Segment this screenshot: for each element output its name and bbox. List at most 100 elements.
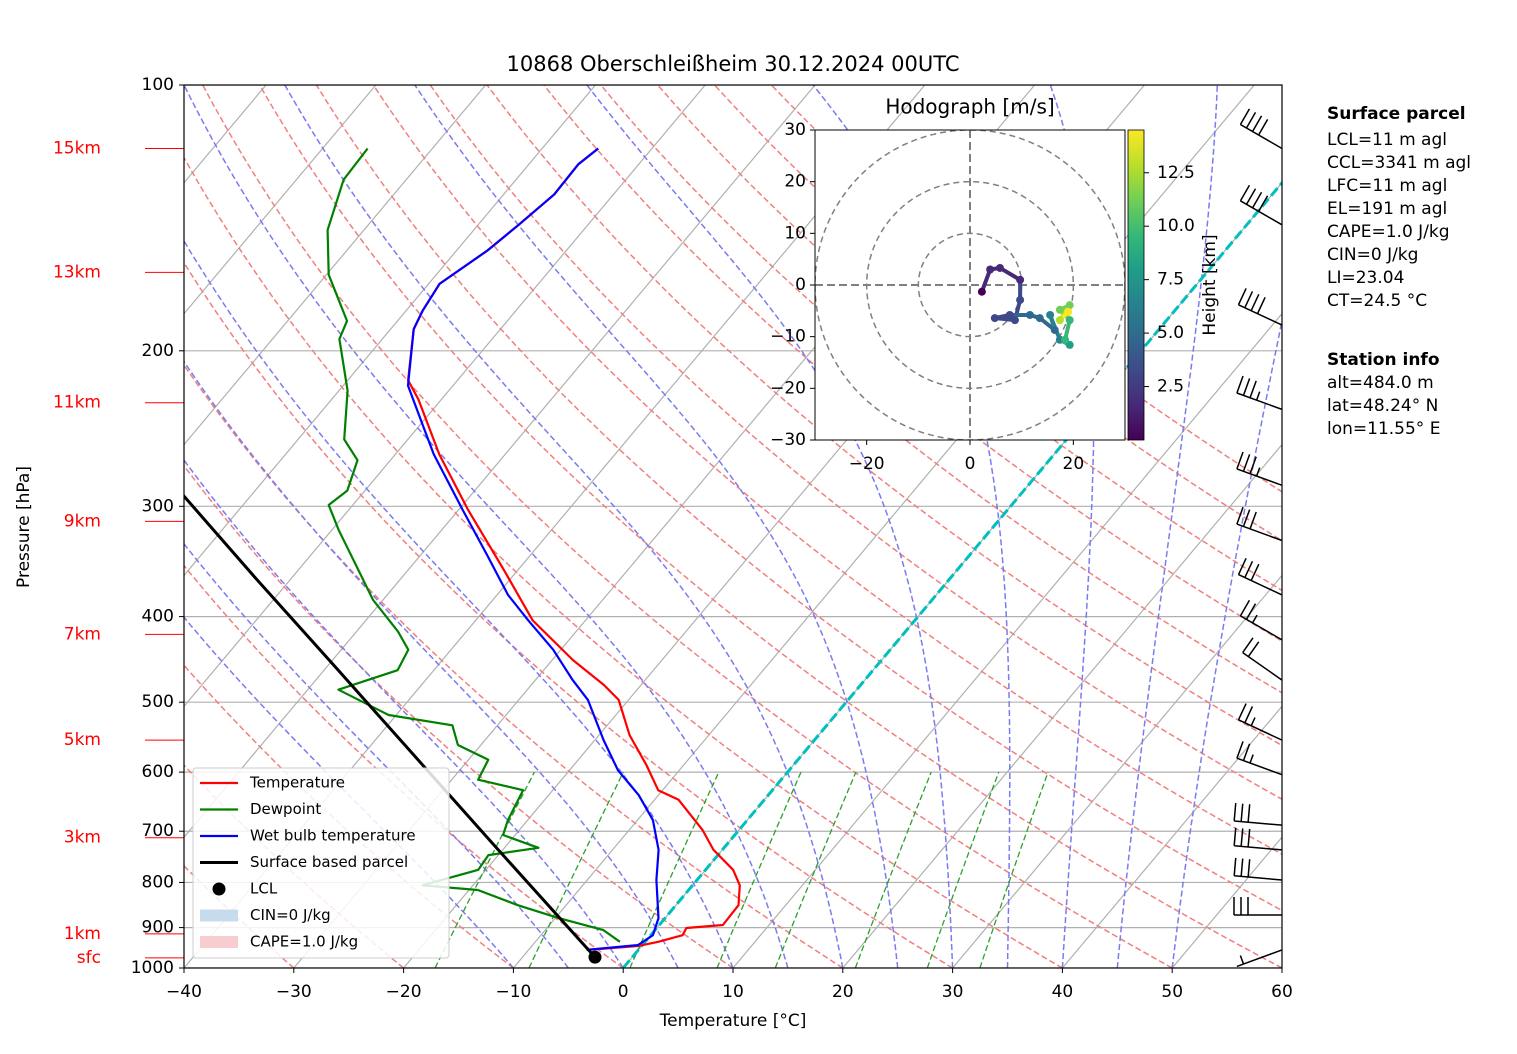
- y-tick-label: 10: [784, 223, 806, 243]
- y-tick-label: 500: [142, 692, 174, 712]
- legend-label: LCL: [250, 880, 278, 898]
- chart-title: 10868 Oberschleißheim 30.12.2024 00UTC: [507, 52, 960, 76]
- y-axis-label: Pressure [hPa]: [14, 466, 34, 588]
- hodograph-point: [1061, 335, 1070, 344]
- isotherm: [1061, 705, 1282, 968]
- x-tick-label: 20: [1063, 454, 1085, 474]
- y-tick-label: −20: [770, 378, 806, 398]
- hodograph-point: [1016, 295, 1025, 304]
- dry-adiabat: [184, 363, 844, 968]
- dry-adiabat: [486, 85, 1282, 747]
- hodograph-point: [1055, 305, 1064, 314]
- wind-barb: [1239, 108, 1283, 150]
- moist-adiabat: [184, 85, 789, 968]
- hodograph-point: [977, 287, 986, 296]
- x-tick-label: −40: [166, 982, 202, 1002]
- isotherm: [184, 85, 377, 315]
- x-tick-label: 20: [832, 982, 854, 1002]
- mixing-ratio-line: [528, 771, 624, 968]
- legend-box: [192, 767, 450, 959]
- x-tick-label: 0: [965, 454, 976, 474]
- hodograph-point: [1010, 316, 1019, 325]
- y-tick-label: 1000: [131, 958, 174, 978]
- y-tick-label: 200: [142, 341, 174, 361]
- height-label: 5km: [64, 730, 101, 750]
- hodograph-title: Hodograph [m/s]: [885, 95, 1054, 119]
- colorbar-tick-label: 5.0: [1157, 323, 1184, 343]
- mixing-ratio-line: [979, 771, 1049, 968]
- wind-barb: [1236, 741, 1283, 776]
- legend-swatch: [200, 909, 238, 922]
- moist-adiabat: [1116, 85, 1219, 968]
- profile-line: [326, 147, 621, 943]
- hodograph-point: [1046, 310, 1055, 319]
- profile-line: [406, 147, 660, 951]
- highlight-isotherm: [622, 180, 1282, 968]
- info-line: CAPE=1.0 J/kg: [1327, 222, 1450, 242]
- x-tick-label: 10: [722, 982, 744, 1002]
- y-tick-label: 800: [142, 872, 174, 892]
- wind-barb: [1242, 637, 1283, 681]
- hodograph-point: [1055, 316, 1064, 325]
- mixing-ratio-line: [716, 771, 802, 968]
- wind-barb: [1233, 802, 1283, 826]
- y-tick-label: 30: [784, 120, 806, 140]
- dry-adiabat: [202, 85, 1173, 968]
- colorbar-tick-label: 10.0: [1157, 216, 1195, 236]
- wind-barb: [1236, 451, 1283, 486]
- isotherm: [952, 574, 1282, 968]
- wind-barb: [1236, 949, 1283, 968]
- height-label: 3km: [64, 828, 101, 848]
- height-label: 9km: [64, 511, 101, 531]
- height-label: 13km: [53, 262, 101, 282]
- mixing-ratio-line: [926, 771, 1000, 968]
- isotherm: [184, 85, 596, 577]
- height-label: 1km: [64, 924, 101, 944]
- x-tick-label: 60: [1271, 982, 1293, 1002]
- info-line: lat=48.24° N: [1327, 396, 1438, 416]
- y-tick-label: 600: [142, 762, 174, 782]
- legend-label: Surface based parcel: [250, 853, 408, 871]
- y-tick-label: 300: [142, 496, 174, 516]
- legend-swatch: [200, 936, 238, 948]
- hodograph-point: [1050, 325, 1059, 334]
- mixing-ratio-line: [774, 771, 857, 968]
- colorbar-tick-label: 12.5: [1157, 163, 1195, 183]
- wind-barb: [1236, 375, 1283, 411]
- mixing-ratio-line: [854, 771, 932, 968]
- isotherm: [732, 312, 1282, 968]
- legend-label: Wet bulb temperature: [250, 827, 416, 845]
- dry-adiabat: [372, 85, 1282, 856]
- moist-adiabat: [184, 542, 569, 968]
- wind-barb: [1233, 897, 1283, 916]
- isotherm: [184, 85, 487, 446]
- info-line: CIN=0 J/kg: [1327, 245, 1418, 265]
- dry-adiabat: [429, 85, 1282, 801]
- hodograph-point: [1025, 310, 1034, 319]
- x-tick-label: −20: [386, 982, 422, 1002]
- dry-adiabat: [184, 156, 1063, 968]
- x-tick-label: 50: [1161, 982, 1183, 1002]
- hodograph-point: [1005, 310, 1014, 319]
- isotherm: [842, 443, 1282, 968]
- wind-barb: [1239, 184, 1283, 226]
- info-line: LI=23.04: [1327, 268, 1404, 288]
- info-panel: Surface parcel Station info LCL=11 m agl…: [1327, 104, 1471, 439]
- y-tick-label: 400: [142, 607, 174, 627]
- hodograph-area: [815, 130, 1125, 440]
- info-title: Station info: [1327, 350, 1440, 370]
- plot-frame: [183, 84, 1283, 969]
- y-tick-label: 100: [142, 75, 174, 95]
- y-tick-label: 0: [795, 275, 806, 295]
- wind-barb: [1239, 599, 1283, 641]
- hodograph-point: [986, 265, 995, 274]
- lcl-marker: [588, 950, 602, 964]
- info-line: lon=11.55° E: [1327, 419, 1440, 439]
- dry-adiabat: [184, 564, 624, 968]
- hodograph: Hodograph [m/s] Height [km] −20 0 20 30 20 10…: [770, 95, 1220, 475]
- dry-adiabat: [770, 85, 1282, 493]
- legend-swatch: [212, 882, 226, 896]
- x-tick-label: 0: [618, 982, 629, 1002]
- legend: Temperature Dewpoint Wet bulb temperature S…: [200, 774, 416, 951]
